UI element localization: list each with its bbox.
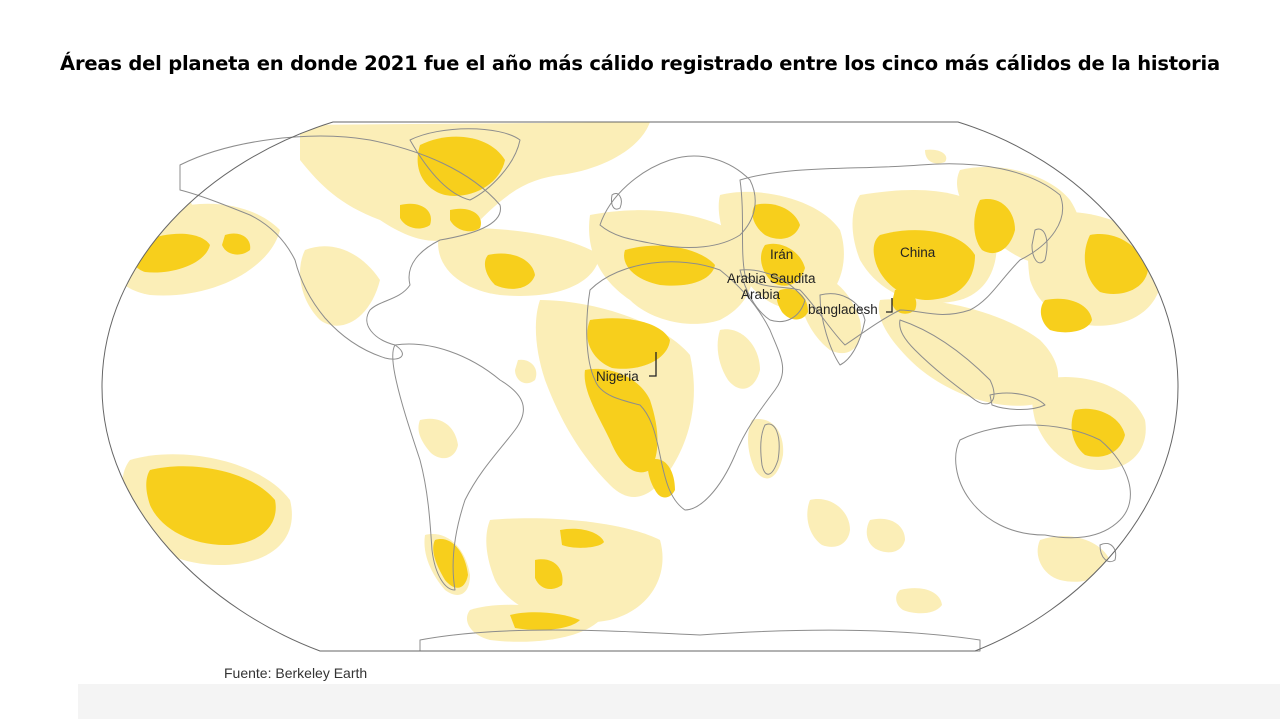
asia xyxy=(739,163,1064,346)
india xyxy=(819,293,866,366)
record-area xyxy=(584,368,658,473)
continents xyxy=(179,128,1131,652)
record-area xyxy=(1040,298,1092,333)
record-area xyxy=(146,466,276,545)
indonesia xyxy=(989,392,1046,410)
japan xyxy=(1031,228,1048,264)
top-five-area xyxy=(807,499,850,547)
bangladesh-pointer xyxy=(886,298,893,313)
southeast-asia xyxy=(899,319,995,405)
uk xyxy=(611,193,622,210)
footer-band xyxy=(78,684,1280,719)
top-five-area xyxy=(515,359,537,384)
record-area xyxy=(222,233,251,255)
record-area xyxy=(587,318,670,369)
record-area xyxy=(535,559,563,590)
label-saudi-arabia: Arabia Saudita xyxy=(727,271,816,286)
madagascar xyxy=(760,423,780,475)
top-five-area xyxy=(866,518,905,553)
new-zealand xyxy=(1099,543,1117,563)
africa xyxy=(586,261,784,511)
label-china: China xyxy=(900,245,936,260)
top-five-area xyxy=(160,194,194,224)
record-area xyxy=(433,539,468,588)
record-area xyxy=(560,528,604,548)
record-area xyxy=(450,208,481,232)
record-area xyxy=(510,612,580,630)
top-five-area xyxy=(925,149,947,164)
record-area xyxy=(484,253,535,289)
top-five-area xyxy=(878,299,1059,406)
label-bangladesh: bangladesh xyxy=(808,302,878,317)
top-five-area xyxy=(418,418,458,459)
record-area xyxy=(776,288,808,320)
label-arabia: Arabia xyxy=(741,287,781,302)
top-five-area xyxy=(486,518,663,623)
top-five-area xyxy=(300,246,380,326)
nigeria-pointer xyxy=(649,352,657,377)
record-area xyxy=(1084,234,1148,294)
top-five-area xyxy=(896,588,942,614)
top-five-area xyxy=(717,329,760,389)
record-area xyxy=(1071,408,1125,457)
australia xyxy=(955,424,1131,539)
globe-outline xyxy=(101,121,1179,652)
top-five-area xyxy=(799,274,861,354)
south-america xyxy=(392,343,524,591)
north-america xyxy=(179,135,501,360)
antarctica xyxy=(419,629,981,652)
greenland xyxy=(409,128,521,201)
source-note: Fuente: Berkeley Earth xyxy=(224,665,368,681)
europe xyxy=(599,155,756,249)
record-area xyxy=(752,203,800,239)
label-nigeria: Nigeria xyxy=(596,369,639,384)
record-area xyxy=(873,230,975,300)
record-area xyxy=(892,289,917,314)
record-area xyxy=(624,245,715,286)
map-title: Áreas del planeta en donde 2021 fue el a… xyxy=(60,52,1220,75)
record-area xyxy=(400,203,431,229)
record-area xyxy=(974,199,1015,254)
label-iran: Irán xyxy=(770,247,793,262)
top-five-area xyxy=(748,419,784,479)
top-five-area xyxy=(1037,536,1110,582)
arabia xyxy=(739,269,806,323)
